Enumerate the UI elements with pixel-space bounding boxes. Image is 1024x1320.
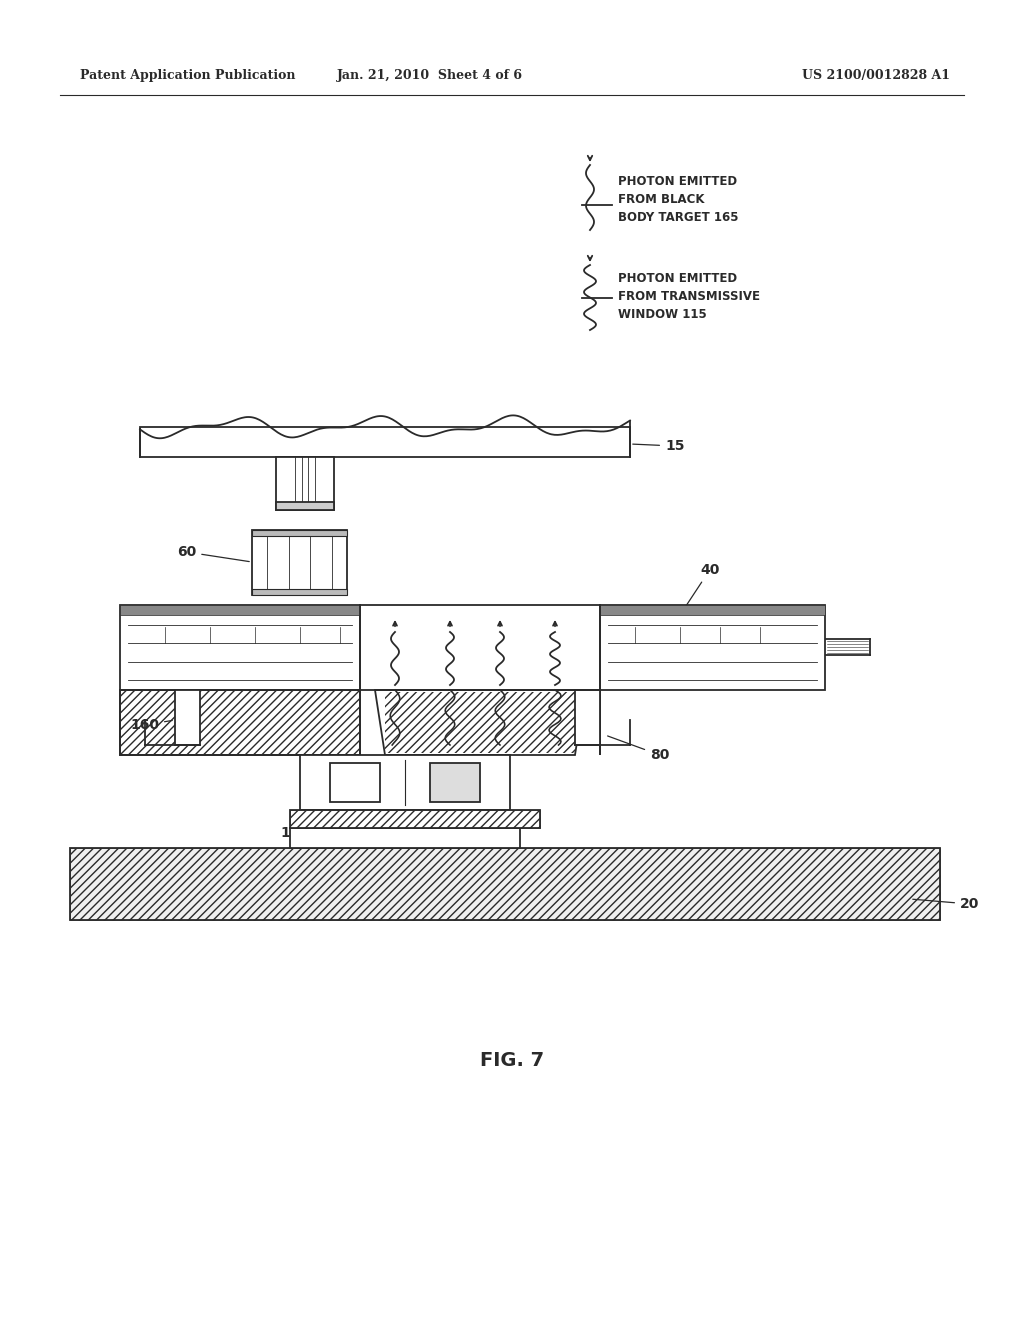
Bar [290,828,520,847]
Text: 160: 160 [130,718,172,733]
Bar [252,589,347,595]
Bar [430,763,480,803]
Bar [290,810,540,828]
Polygon shape [375,690,585,755]
Bar [175,690,200,744]
Bar [600,605,825,615]
Bar [600,605,825,690]
Bar [120,605,360,615]
Bar [276,502,334,510]
Text: FIG. 7: FIG. 7 [480,1051,544,1069]
Bar [70,847,940,920]
Bar [120,605,360,690]
Bar [140,426,630,457]
Bar [70,847,940,920]
Bar [290,810,540,828]
Bar [252,531,347,536]
Text: Jan. 21, 2010  Sheet 4 of 6: Jan. 21, 2010 Sheet 4 of 6 [337,69,523,82]
Text: 40: 40 [682,564,720,612]
Bar [330,763,380,803]
Bar [276,457,334,510]
Text: 165: 165 [445,820,474,840]
Text: 20: 20 [912,898,979,911]
Bar [120,690,360,755]
Bar [252,531,347,595]
Bar [575,690,600,744]
Text: 80: 80 [607,737,670,762]
Text: US 2100/0012828 A1: US 2100/0012828 A1 [802,69,950,82]
Text: 115: 115 [280,821,337,840]
Text: 60: 60 [177,545,249,561]
Text: Patent Application Publication: Patent Application Publication [80,69,296,82]
Text: PHOTON EMITTED
FROM TRANSMISSIVE
WINDOW 115: PHOTON EMITTED FROM TRANSMISSIVE WINDOW … [618,272,760,321]
Bar [120,690,360,755]
Text: PHOTON EMITTED
FROM BLACK
BODY TARGET 165: PHOTON EMITTED FROM BLACK BODY TARGET 16… [618,176,738,224]
Bar [300,755,510,810]
Text: 15: 15 [633,440,684,453]
Bar [385,692,575,752]
